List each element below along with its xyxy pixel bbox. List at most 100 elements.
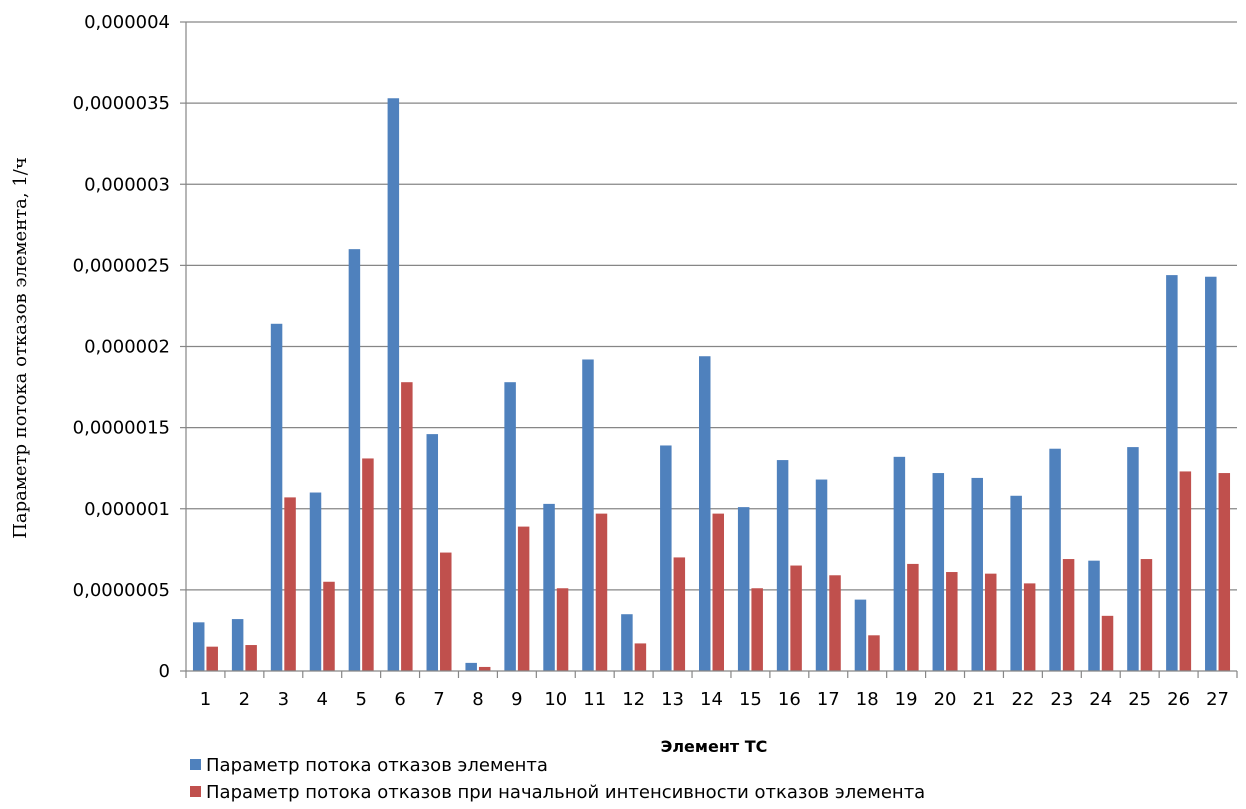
y-tick-label: 0,000002: [84, 337, 170, 358]
bar-series-1: [699, 356, 711, 671]
x-tick-label: 11: [583, 689, 606, 710]
y-tick-label: 0: [159, 661, 170, 682]
bar-series-1: [932, 473, 945, 671]
bar-series-1: [621, 614, 633, 671]
legend-label-series-2: Параметр потока отказов при начальной ин…: [206, 782, 925, 803]
x-tick-label: 5: [355, 689, 366, 710]
bar-series-1: [231, 619, 244, 671]
bar-series-2: [1140, 559, 1153, 671]
bar-series-1: [971, 477, 983, 671]
x-tick-label: 20: [934, 689, 957, 710]
bar-series-1: [1166, 275, 1178, 671]
bar-series-1: [1010, 495, 1022, 671]
x-tick-label: 4: [317, 689, 328, 710]
x-tick-label: 21: [973, 689, 996, 710]
gridlines: [186, 21, 1237, 591]
x-tick-label: 9: [511, 689, 522, 710]
x-tick-label: 14: [700, 689, 723, 710]
y-tick-label: 0,000003: [84, 174, 170, 195]
x-tick-label: 22: [1011, 689, 1034, 710]
y-axis-title: Параметр потока отказов элемента, 1/ч: [10, 157, 31, 539]
bar-series-2: [829, 575, 841, 671]
x-tick-label: 13: [661, 689, 684, 710]
y-tick-label: 0,000004: [84, 12, 170, 33]
bar-series-1: [1088, 560, 1100, 671]
x-tick-label: 16: [778, 689, 801, 710]
bar-series-1: [893, 456, 906, 671]
axes: [185, 22, 1237, 672]
bar-series-2: [245, 645, 257, 671]
x-tick-label: 17: [817, 689, 840, 710]
bar-series-1: [192, 622, 205, 671]
bar-series-2: [323, 581, 335, 671]
bar-series-2: [984, 573, 997, 671]
bar-series-1: [465, 662, 477, 671]
x-tick-label: 6: [394, 689, 405, 710]
bar-series-2: [401, 382, 413, 671]
bar-series-2: [284, 497, 296, 671]
y-tick-label: 0,0000015: [73, 418, 170, 439]
bar-series-1: [1049, 448, 1061, 671]
x-tick-label: 12: [622, 689, 645, 710]
legend-swatch-series-1: [190, 759, 201, 770]
bar-series-1: [309, 492, 322, 671]
bar-series-2: [790, 565, 802, 671]
bar-series-1: [270, 323, 283, 671]
bar-series-2: [1179, 471, 1192, 671]
bar-series-1: [504, 382, 516, 671]
bar-series-2: [1218, 473, 1231, 671]
bar-series-2: [556, 588, 569, 671]
bar-series-2: [751, 588, 763, 671]
bar-series-2: [907, 563, 919, 671]
legend-label-series-1: Параметр потока отказов элемента: [206, 755, 548, 776]
bar-series-2: [517, 526, 530, 671]
bar-series-1: [543, 503, 555, 671]
x-tick-label: 1: [200, 689, 211, 710]
bar-series-2: [206, 646, 218, 671]
x-axis-title: Элемент ТС: [661, 737, 768, 756]
x-tick-label: 19: [895, 689, 918, 710]
y-tick-label: 0,0000035: [73, 93, 170, 114]
y-axis-ticks: 0 0,0000005 0,000001 0,0000015 0,000002 0,000…: [73, 12, 186, 682]
bars: [192, 98, 1231, 671]
bar-series-1: [660, 445, 672, 671]
bar-series-1: [815, 479, 828, 671]
x-tick-label: 3: [278, 689, 289, 710]
x-tick-label: 15: [739, 689, 762, 710]
x-tick-label: 27: [1206, 689, 1229, 710]
bar-series-1: [1127, 447, 1139, 671]
bar-series-1: [582, 359, 594, 671]
bar-series-1: [854, 599, 867, 671]
bar-series-2: [634, 643, 647, 671]
y-tick-label: 0,0000025: [73, 255, 170, 276]
bar-series-1: [426, 434, 439, 671]
bar-series-2: [868, 635, 880, 671]
legend-swatch-series-2: [190, 786, 201, 797]
x-tick-label: 25: [1128, 689, 1151, 710]
y-tick-label: 0,0000005: [73, 580, 170, 601]
bar-series-2: [946, 572, 958, 671]
bar-series-2: [673, 557, 686, 671]
x-tick-label: 7: [433, 689, 444, 710]
bar-series-1: [348, 249, 361, 671]
bar-series-2: [712, 513, 724, 671]
bar-series-2: [440, 552, 452, 671]
bar-series-1: [737, 507, 750, 671]
x-tick-label: 2: [239, 689, 250, 710]
x-axis-ticks: 1 2 3 4 5 6 7 8 9 10 11 12 13 14 15 16 17 18 19 20 21 22 23 24 2…: [185, 671, 1238, 710]
bar-series-2: [1101, 615, 1114, 671]
y-tick-label: 0,000001: [84, 499, 170, 520]
bar-series-2: [595, 513, 608, 671]
bar-series-2: [478, 666, 491, 671]
x-tick-label: 10: [544, 689, 567, 710]
bar-series-2: [362, 458, 374, 671]
bar-series-1: [776, 460, 789, 671]
x-tick-label: 26: [1167, 689, 1190, 710]
x-tick-label: 8: [472, 689, 483, 710]
bar-series-1: [1205, 276, 1217, 671]
bar-series-1: [387, 98, 400, 671]
bar-series-2: [1023, 583, 1036, 671]
bar-series-2: [1062, 559, 1075, 671]
x-tick-label: 24: [1089, 689, 1112, 710]
